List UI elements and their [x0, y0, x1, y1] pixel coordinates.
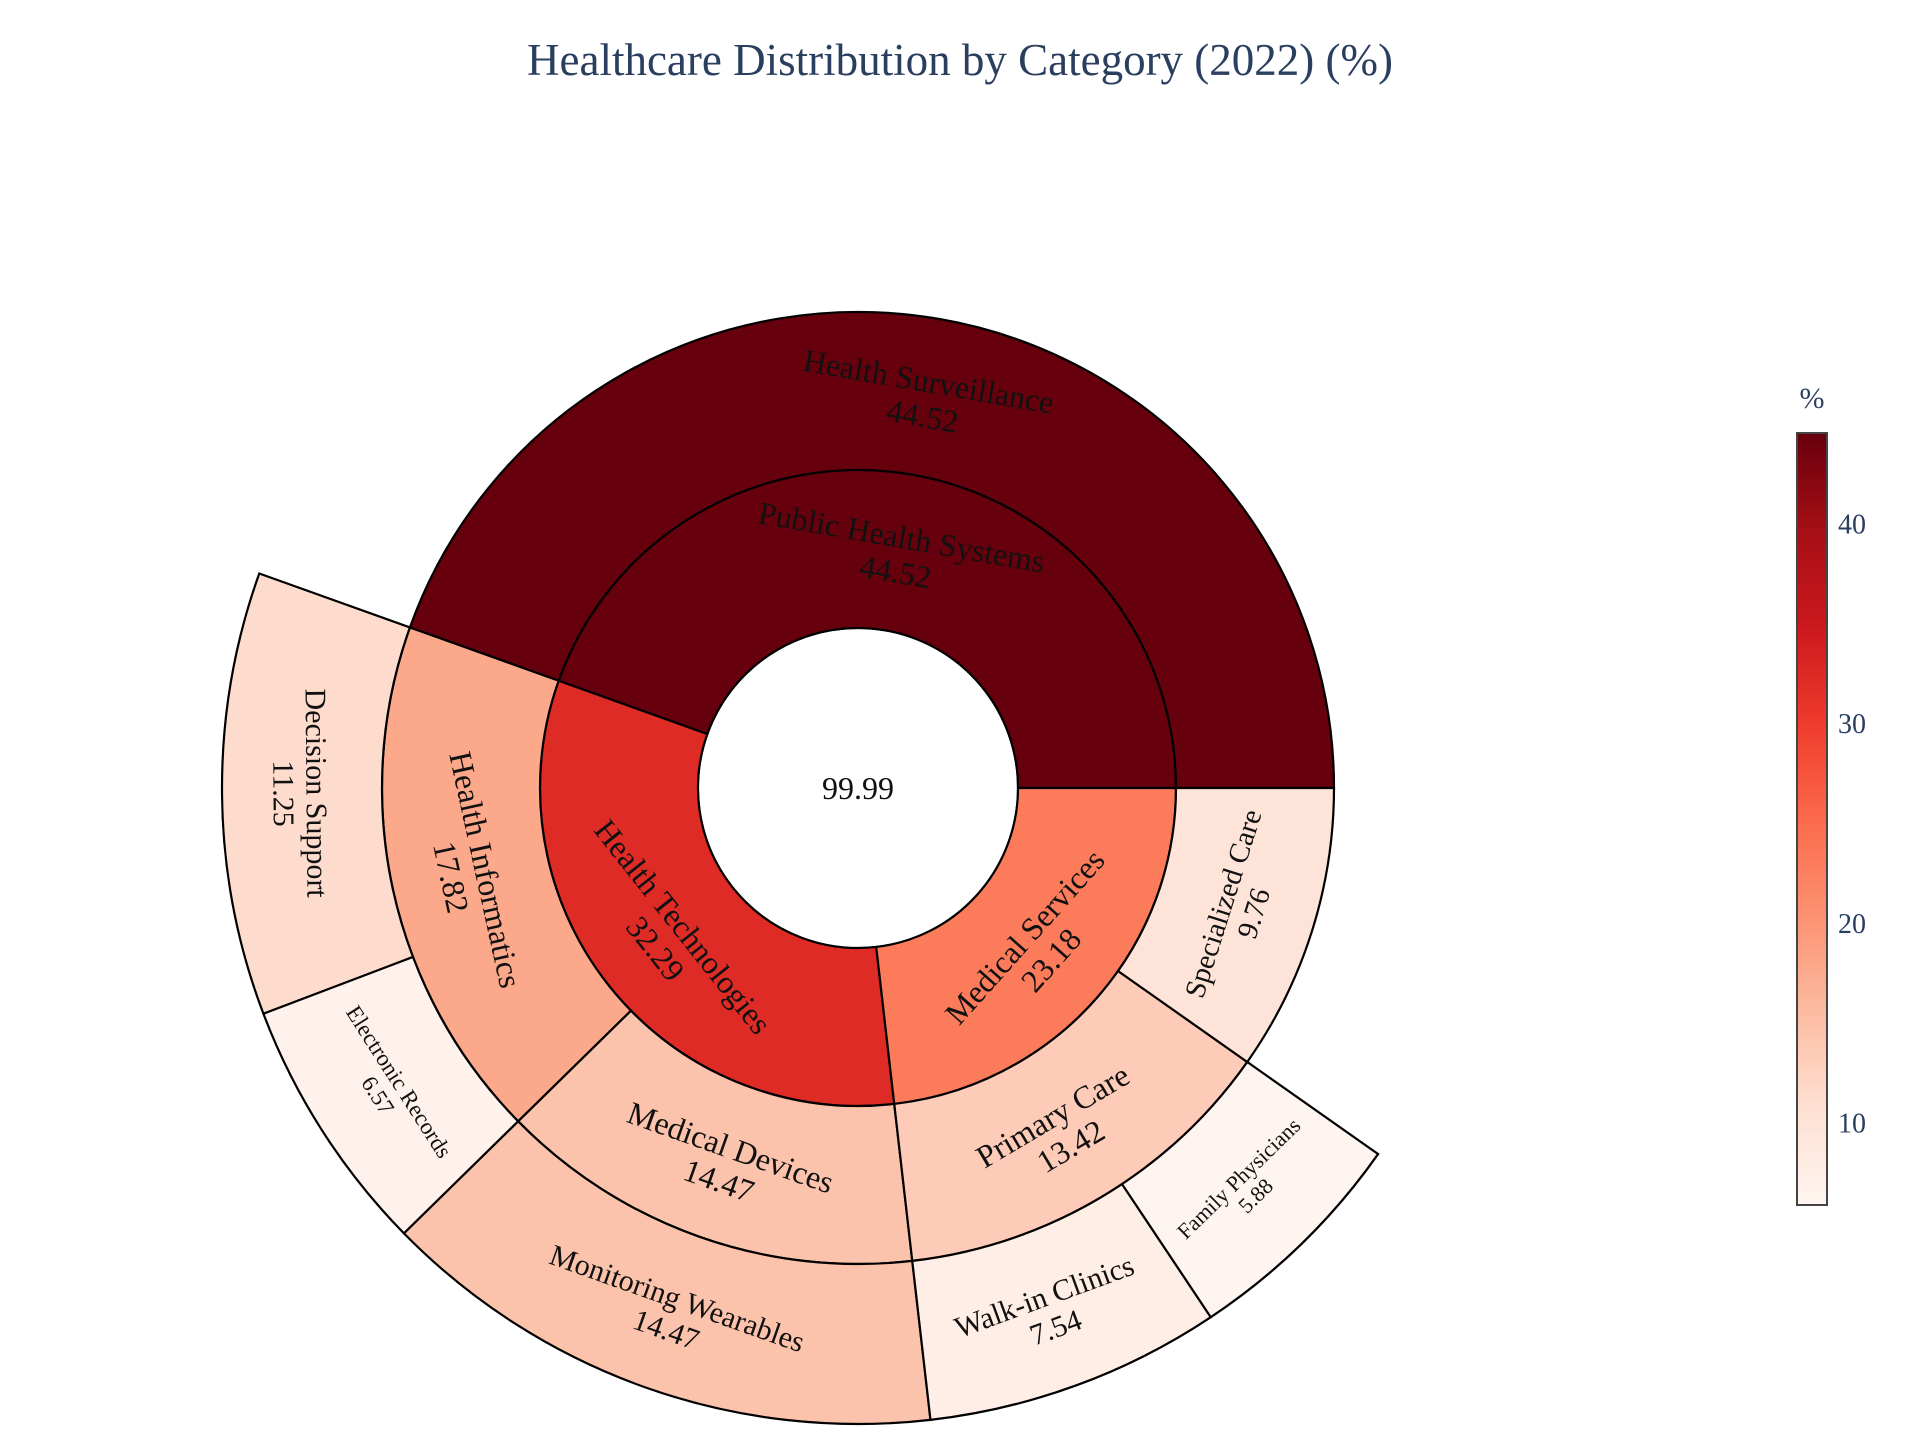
colorbar-bar	[1796, 432, 1828, 1206]
segment-family[interactable]	[1120, 1060, 1380, 1319]
chart-title: Healthcare Distribution by Category (202…	[527, 35, 1393, 85]
colorbar-tick: 10	[1838, 1109, 1866, 1140]
sunburst-root-value: 99.99	[822, 770, 894, 806]
segment-surv[interactable]	[408, 310, 1336, 790]
colorbar-tick: 40	[1838, 509, 1866, 540]
segment-special[interactable]	[1116, 786, 1336, 1064]
colorbar-title: %	[1800, 382, 1825, 415]
colorbar: % 10 20 30 40	[1796, 382, 1866, 1206]
colorbar-tick: 20	[1838, 909, 1866, 940]
colorbar-tick: 30	[1838, 709, 1866, 740]
segment-value-decision: 11.25	[266, 760, 300, 827]
segment-name-decision: Decision Support	[299, 688, 334, 898]
